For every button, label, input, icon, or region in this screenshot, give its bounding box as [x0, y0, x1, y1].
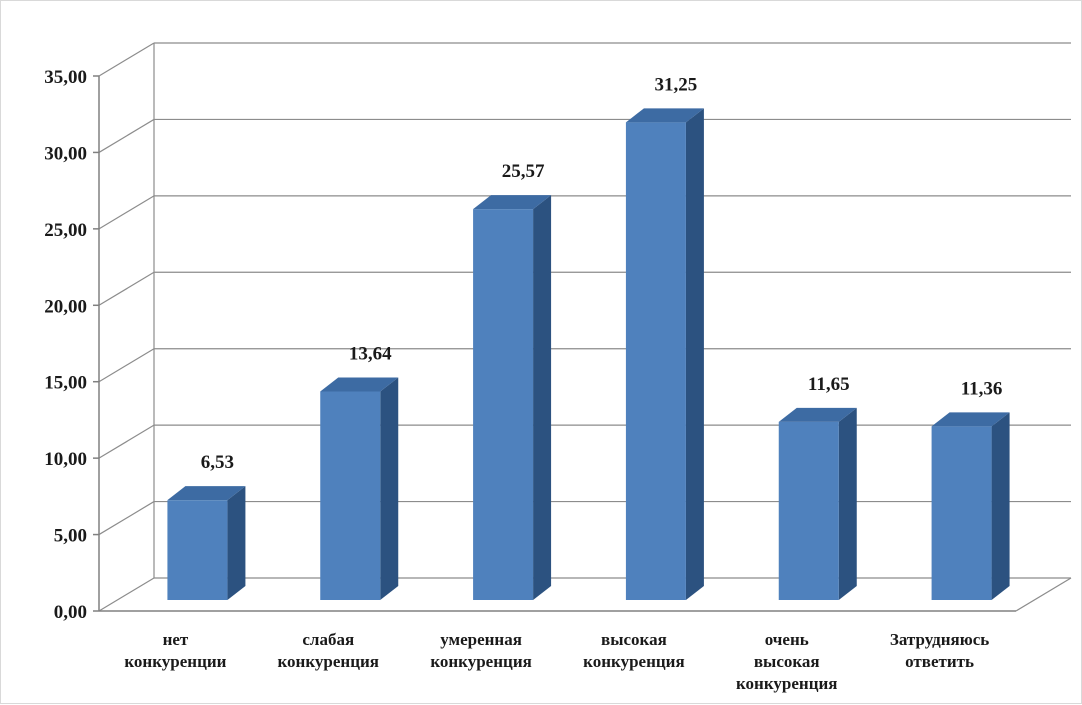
- x-tick-label-line: конкуренция: [277, 652, 379, 671]
- y-tick-label: 10,00: [44, 449, 87, 470]
- x-tick-label: очень высокая конкуренция: [736, 630, 838, 693]
- x-tick-label-line: Затрудняюсь: [890, 630, 989, 649]
- gridline-depth: [98, 501, 155, 536]
- x-tick-label-line: конкуренция: [583, 652, 685, 671]
- bar: [931, 426, 992, 600]
- x-tick-label-line: высокая: [754, 652, 820, 671]
- bar-side: [380, 377, 399, 600]
- x-tick-label-line: умеренная: [440, 630, 522, 649]
- bar-side: [991, 412, 1010, 600]
- bars: [167, 108, 1010, 601]
- gridline-depth: [98, 118, 155, 153]
- bar: [167, 500, 228, 600]
- x-tick-label: нет конкуренции: [124, 630, 226, 671]
- floor-right-edge: [1015, 577, 1072, 612]
- x-tick-label-line: конкуренция: [430, 652, 532, 671]
- gridline-depth: [98, 348, 155, 383]
- x-tick-label: слабая конкуренция: [277, 630, 379, 671]
- bar-top: [167, 486, 246, 501]
- bar: [473, 209, 534, 600]
- bar-top: [778, 407, 857, 422]
- gridline-depth: [98, 195, 155, 230]
- bar-side: [685, 108, 704, 601]
- bar: [778, 421, 839, 600]
- y-tick-label: 25,00: [44, 220, 87, 241]
- axes: [93, 75, 1016, 612]
- bar-side: [227, 486, 246, 600]
- gridline-depth: [98, 271, 155, 306]
- bar-side: [533, 195, 552, 600]
- x-tick-label-line: очень: [765, 630, 809, 649]
- x-tick-label-line: ответить: [905, 652, 974, 671]
- x-tick-label-line: высокая: [601, 630, 667, 649]
- x-tick-label: умеренная конкуренция: [430, 630, 532, 671]
- y-tick-label: 35,00: [44, 67, 87, 88]
- x-tick-label-line: конкуренции: [124, 652, 226, 671]
- bar: [625, 122, 686, 601]
- data-label: 11,36: [961, 378, 1003, 399]
- y-tick-label: 0,00: [54, 602, 87, 623]
- labels: 0,00 5,00 10,00 15,00 20,00 25,00 30,00 35,00 6,…: [44, 67, 1002, 693]
- data-label: 6,53: [201, 452, 234, 473]
- y-tick-label: 15,00: [44, 373, 87, 394]
- y-tick-label: 5,00: [54, 526, 87, 547]
- gridlines: [98, 42, 1072, 612]
- x-tick-label-line: нет: [163, 630, 189, 649]
- bar-top: [320, 377, 399, 392]
- data-label: 31,25: [655, 74, 698, 95]
- x-tick-label: Затрудняюсь ответить: [890, 630, 989, 671]
- bar-top: [931, 412, 1010, 427]
- bar-top: [625, 108, 704, 123]
- y-tick-label: 20,00: [44, 296, 87, 317]
- gridline-depth: [98, 577, 155, 612]
- x-tick-label-line: конкуренция: [736, 674, 838, 693]
- data-label: 13,64: [349, 344, 392, 365]
- gridline-depth: [98, 42, 155, 77]
- bar-top: [473, 195, 552, 210]
- bar: [320, 391, 381, 600]
- gridline-depth: [98, 424, 155, 459]
- data-label: 25,57: [502, 161, 545, 182]
- x-tick-label-line: слабая: [302, 630, 354, 649]
- bar-side: [838, 407, 857, 600]
- data-label: 11,65: [808, 374, 850, 395]
- x-tick-label: высокая конкуренция: [583, 630, 685, 671]
- y-tick-label: 30,00: [44, 143, 87, 164]
